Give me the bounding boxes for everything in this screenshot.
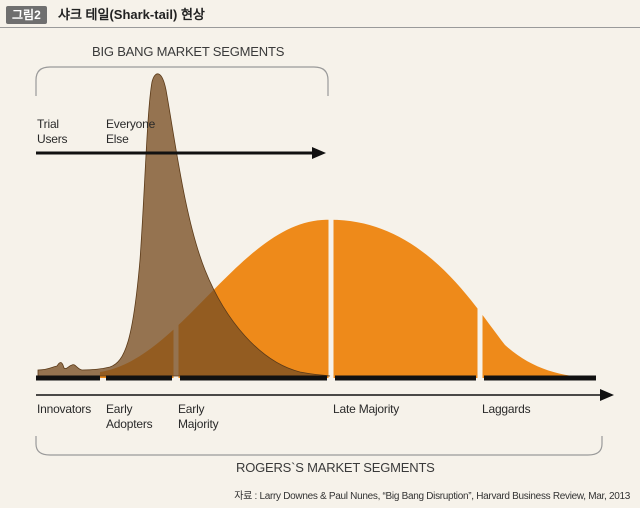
header-divider [0,27,640,28]
rogers-segments-title: ROGERS`S MARKET SEGMENTS [236,460,435,475]
figure-title: 샤크 테일(Shark-tail) 현상 [58,7,205,22]
everyone-else-line2: Else [106,132,129,146]
trial-users-line1: Trial [37,117,59,131]
early-majority-line2: Majority [178,417,219,431]
figure-number-badge: 그림2 [6,6,47,24]
everyone-else-line1: Everyone [106,117,156,131]
big-bang-segments-title: BIG BANG MARKET SEGMENTS [92,44,285,59]
source-citation: 자료 : Larry Downes & Paul Nunes, “Big Ban… [234,491,630,502]
late-majority-label: Late Majority [333,402,400,416]
figure-header: 그림2 샤크 테일(Shark-tail) 현상 [0,0,640,28]
trial-users-label: Trial Users [37,117,68,147]
trial-users-line2: Users [37,132,68,146]
innovators-label: Innovators [37,402,92,416]
early-adopters-line2: Adopters [106,417,153,431]
everyone-else-label: Everyone Else [106,117,155,147]
rogers-bracket [35,436,603,456]
laggards-label: Laggards [482,402,531,416]
early-majority-line1: Early [178,402,205,416]
big-bang-arrow-head [312,147,326,159]
shark-fin-curve [37,73,331,377]
big-bang-bracket [35,66,329,96]
early-adopters-line1: Early [106,402,133,416]
early-adopters-label: Early Adopters [106,402,153,432]
rogers-arrow-head [600,389,614,401]
early-majority-label: Early Majority [178,402,219,432]
